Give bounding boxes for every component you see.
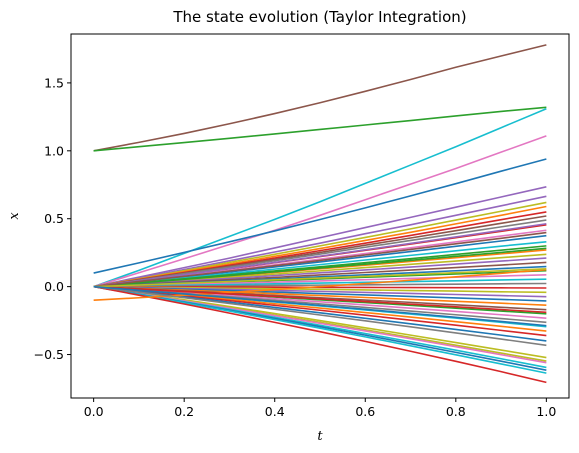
series-line-1 — [93, 44, 547, 152]
series-line-6 — [93, 186, 547, 288]
series-line-54 — [93, 285, 547, 327]
series-line-38 — [93, 285, 547, 337]
x-axis-ticks: 0.0 0.2 0.4 0.6 0.8 1.0 — [84, 398, 556, 419]
x-tick-label: 0.4 — [265, 404, 285, 419]
series-line-2 — [93, 106, 547, 152]
y-axis-ticks: −0.5 0.0 0.5 1.0 1.5 — [34, 75, 71, 362]
y-tick-label: −0.5 — [34, 347, 64, 362]
series-line-46 — [93, 285, 547, 384]
chart-title: The state evolution (Taylor Integration) — [172, 8, 466, 26]
plot-lines — [93, 44, 547, 384]
series-line-51 — [93, 285, 547, 347]
series-line-53 — [93, 268, 547, 288]
series-line-4 — [93, 135, 547, 288]
y-tick-label: 0.5 — [44, 211, 64, 226]
y-tick-label: 1.0 — [44, 143, 64, 158]
series-line-45 — [93, 285, 547, 374]
x-tick-label: 0.6 — [355, 404, 375, 419]
x-tick-label: 0.0 — [84, 404, 104, 419]
series-line-7 — [93, 195, 547, 288]
series-line-3 — [93, 107, 547, 288]
x-tick-label: 1.0 — [536, 404, 556, 419]
series-line-49 — [93, 247, 547, 288]
x-tick-label: 0.8 — [446, 404, 466, 419]
series-line-50 — [93, 285, 547, 314]
y-tick-label: 0.0 — [44, 279, 64, 294]
y-axis-label: x — [7, 212, 22, 220]
y-tick-label: 1.5 — [44, 75, 64, 90]
series-line-8 — [93, 201, 547, 288]
series-line-52 — [93, 231, 547, 288]
x-tick-label: 0.2 — [174, 404, 194, 419]
x-axis-label: t — [317, 429, 323, 444]
axes-frame — [70, 33, 570, 399]
series-line-5 — [93, 158, 547, 274]
series-line-48 — [93, 222, 547, 288]
